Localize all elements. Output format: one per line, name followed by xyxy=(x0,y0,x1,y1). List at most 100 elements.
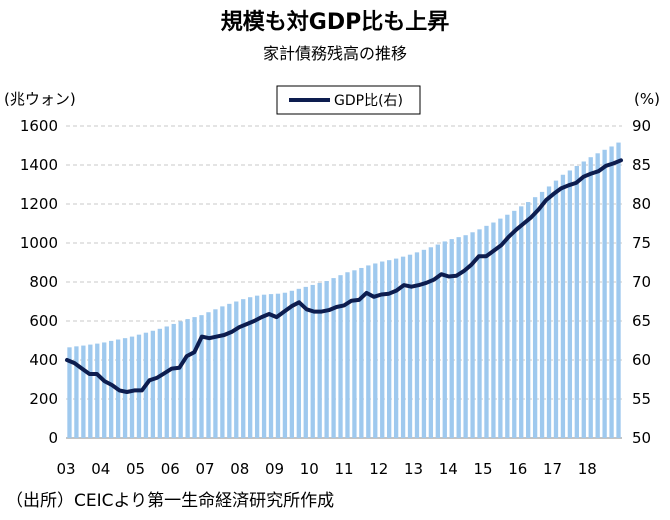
bar xyxy=(303,286,308,438)
x-tick-label: 16 xyxy=(508,460,527,478)
bar xyxy=(609,146,614,438)
bar xyxy=(324,281,329,438)
y-right-tick-label: 75 xyxy=(632,234,651,252)
bar xyxy=(526,202,531,438)
bar xyxy=(310,284,315,438)
bar xyxy=(88,344,93,438)
bar xyxy=(491,222,496,438)
x-tick-label: 12 xyxy=(369,460,388,478)
y-left-tick-label: 1000 xyxy=(20,234,58,252)
x-tick-label: 07 xyxy=(195,460,214,478)
bar xyxy=(421,249,427,438)
bar xyxy=(171,323,176,438)
bar xyxy=(122,338,128,438)
x-tick-label: 13 xyxy=(404,460,423,478)
bar xyxy=(373,263,378,438)
bar xyxy=(560,174,566,438)
bar xyxy=(477,229,482,438)
bar xyxy=(275,293,281,438)
bar xyxy=(345,272,350,438)
bar xyxy=(387,260,392,438)
bar xyxy=(546,186,552,438)
bar xyxy=(428,247,434,438)
x-tick-label: 11 xyxy=(334,460,353,478)
bar xyxy=(435,244,440,438)
y-left-tick-label: 800 xyxy=(29,273,58,291)
chart-subtitle: 家計債務残高の推移 xyxy=(262,44,407,63)
x-tick-label: 08 xyxy=(230,460,249,478)
y-left-tick-label: 1600 xyxy=(20,117,58,135)
bar xyxy=(74,346,79,438)
bar xyxy=(400,256,406,438)
bar xyxy=(164,326,169,438)
bar xyxy=(268,294,274,438)
bar xyxy=(185,319,190,438)
y-right-tick-label: 55 xyxy=(632,390,651,408)
x-tick-label: 10 xyxy=(300,460,319,478)
y-left-tick-label: 200 xyxy=(29,390,58,408)
y-left-tick-label: 1400 xyxy=(20,156,58,174)
bar xyxy=(470,232,475,438)
bar xyxy=(359,267,364,438)
bar xyxy=(393,258,399,438)
bar xyxy=(317,282,322,438)
bar-series xyxy=(67,142,621,439)
bar xyxy=(442,241,447,438)
y-left-unit-label: (兆ウォン) xyxy=(4,90,76,108)
y-left-tick-label: 600 xyxy=(29,312,58,330)
bar xyxy=(213,309,218,438)
bar xyxy=(206,312,211,438)
bar xyxy=(588,157,593,438)
line-series xyxy=(65,158,623,394)
y-right-tick-label: 65 xyxy=(632,312,651,330)
bar xyxy=(338,275,343,438)
bar xyxy=(331,278,336,438)
legend: GDP比(右) xyxy=(276,85,421,115)
bar xyxy=(296,288,301,438)
bar xyxy=(192,317,197,438)
bar xyxy=(129,336,135,438)
y-right-tick-label: 80 xyxy=(632,195,651,213)
bar xyxy=(567,170,573,438)
bar xyxy=(484,225,489,438)
bar xyxy=(602,149,607,439)
bar xyxy=(581,161,586,439)
bar xyxy=(261,294,267,438)
bar xyxy=(227,303,232,438)
bar xyxy=(95,343,100,438)
bar xyxy=(498,218,503,438)
bar xyxy=(157,328,162,438)
y-right-tick-label: 60 xyxy=(632,351,651,369)
x-axis: 03 04 05 06 07 08 09 10 11 12 13 14 15 16 17 18 xyxy=(56,460,596,478)
y-right-tick-label: 85 xyxy=(632,156,651,174)
x-tick-label: 18 xyxy=(578,460,597,478)
bar xyxy=(407,254,413,438)
bar xyxy=(380,261,385,438)
y-right-axis: 50 55 60 65 70 75 80 85 90 xyxy=(632,117,651,447)
bar xyxy=(616,142,621,438)
bar xyxy=(512,210,517,438)
bar xyxy=(539,191,545,438)
bar xyxy=(150,330,156,438)
bar xyxy=(109,340,114,438)
bar xyxy=(456,237,461,438)
bar xyxy=(81,345,86,438)
y-left-axis: 0 200 400 600 800 1000 1200 1400 1600 xyxy=(20,117,58,447)
bar xyxy=(289,290,295,438)
bar xyxy=(199,315,204,438)
bar xyxy=(352,270,357,438)
bar xyxy=(574,165,579,438)
bar xyxy=(67,347,72,438)
gridlines xyxy=(66,125,622,439)
bar xyxy=(505,214,510,438)
bar xyxy=(553,180,559,438)
bar xyxy=(282,292,288,438)
bar xyxy=(254,295,260,438)
bar xyxy=(519,206,524,438)
gdp-ratio-line xyxy=(65,158,623,394)
bar xyxy=(595,153,600,439)
bar xyxy=(241,299,246,438)
x-tick-label: 17 xyxy=(543,460,562,478)
y-right-tick-label: 70 xyxy=(632,273,651,291)
bar xyxy=(366,265,371,438)
